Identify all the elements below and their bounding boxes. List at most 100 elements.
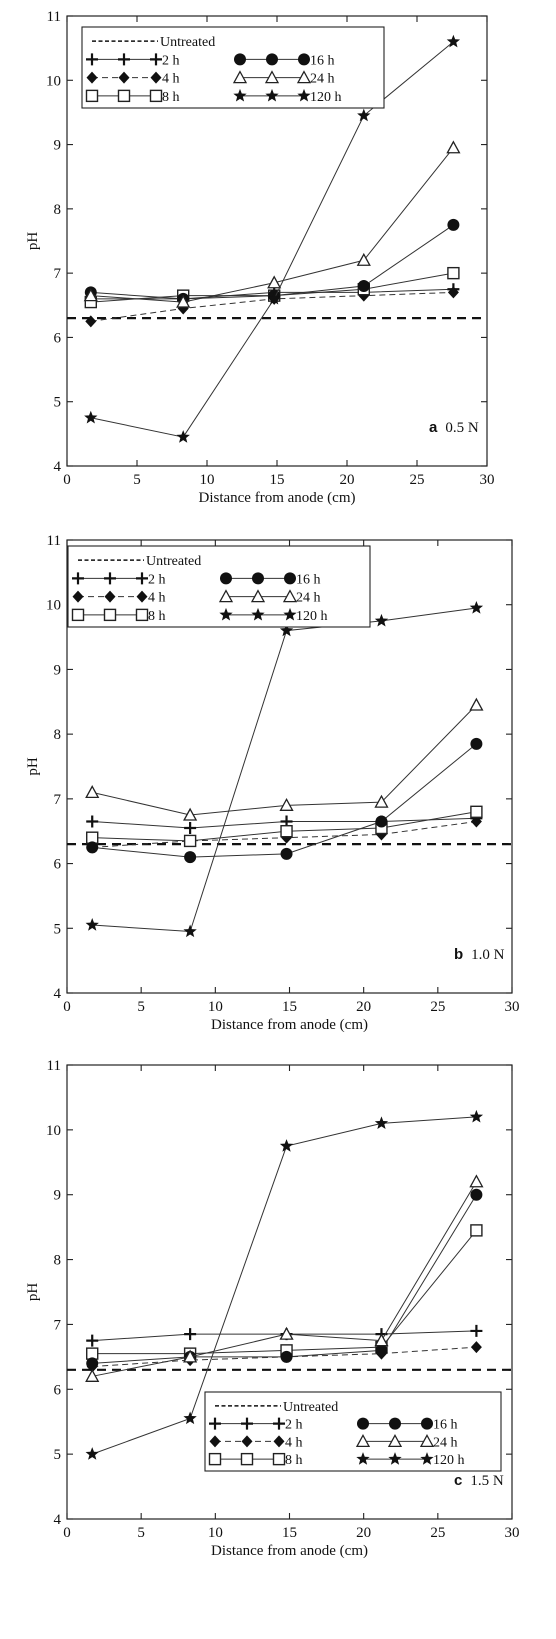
data-point [86,815,99,828]
x-axis-label: Distance from anode (cm) [211,1543,368,1559]
legend-marker [296,70,312,84]
data-point [279,1326,294,1340]
series-24h [83,140,461,308]
legend-label: 4 h [148,591,166,606]
series-line [92,607,477,933]
series-120h [85,1109,484,1460]
x-tick-label: 10 [208,999,223,1015]
legend-swatch [355,1434,435,1448]
legend-swatch [233,88,311,102]
legend-marker [234,53,246,66]
legend-marker [86,71,98,84]
data-point [374,794,389,808]
data-point [85,918,99,931]
data-point [469,697,484,711]
legend-untreated-label: Untreated [146,554,201,569]
legend-swatch [218,589,298,603]
x-tick-label: 25 [430,1525,445,1541]
legend-marker [419,1434,435,1448]
legend-marker [252,572,264,585]
data-point [184,1328,197,1341]
legend-marker [232,70,248,84]
legend-marker [357,1417,369,1430]
legend-marker [282,589,298,603]
y-axis-label: pH [25,757,41,776]
y-tick-label: 10 [46,1123,61,1139]
y-tick-label: 8 [54,727,62,743]
legend-swatch [220,572,296,585]
data-point [86,841,99,854]
legend-marker [266,53,278,66]
legend-marker [103,608,117,622]
legend-marker [250,589,266,603]
legend-swatch [86,71,162,84]
x-axis-label: Distance from anode (cm) [211,1017,368,1033]
legend-marker [241,1435,253,1448]
data-point [183,1349,198,1363]
x-tick-label: 0 [63,1525,71,1541]
data-point [184,821,197,834]
x-tick-label: 15 [270,472,285,488]
data-point [447,266,460,280]
legend-swatch [219,607,297,621]
legend-marker [265,88,279,102]
data-point [85,1368,100,1382]
x-tick-label: 30 [505,1525,520,1541]
legend-label: 4 h [285,1435,303,1450]
legend-marker [150,71,162,84]
y-tick-label: 6 [54,1382,62,1398]
legend-label: 4 h [162,72,180,87]
y-tick-label: 9 [54,1188,62,1204]
legend: Untreated 2 h 4 h 8 h 16 h 24 h 120 h [67,545,371,628]
legend-marker [356,1452,370,1465]
legend-marker [136,590,148,603]
panel-letter: b [454,946,463,963]
legend-swatch [232,70,312,84]
legend-label: 16 h [433,1418,458,1433]
data-point [267,275,282,289]
chart-panel-b: 0 5 10 15 20 25 30 4 5 6 7 8 9 10 11 Distance from anod… [25,533,520,1033]
series-24h [85,1174,484,1382]
data-point [446,34,461,48]
x-axis-label: Distance from anode (cm) [198,490,355,506]
y-tick-label: 4 [54,459,62,475]
legend-label: 8 h [148,609,166,624]
data-point [470,737,483,750]
y-tick-label: 8 [54,202,62,218]
x-tick-label: 20 [356,1525,371,1541]
data-point [267,291,281,305]
data-point [357,280,370,292]
legend-marker [233,88,247,102]
data-point [470,1188,483,1201]
panel-condition: 1.0 N [471,947,505,963]
x-tick-label: 30 [505,999,520,1015]
series-24h [85,697,484,821]
legend-label: 120 h [296,609,328,624]
y-tick-label: 11 [47,1058,61,1074]
legend-marker [388,1452,402,1465]
y-tick-label: 7 [54,1317,62,1333]
legend-marker [251,607,265,621]
legend-swatch [72,572,148,585]
legend-swatch [72,590,148,603]
series-16h [86,737,483,864]
legend-label: 8 h [162,90,180,105]
legend-label: 24 h [433,1435,458,1450]
panel-letter: a [429,419,438,436]
series-8h [86,805,483,848]
legend-swatch [234,53,310,66]
x-tick-label: 0 [63,472,71,488]
data-point [470,1324,483,1337]
data-point [183,1411,197,1425]
data-point [280,1350,293,1363]
x-tick-label: 20 [356,999,371,1015]
legend-swatch [209,1417,285,1430]
legend-label: 24 h [310,72,335,87]
y-tick-label: 10 [46,598,61,614]
panel-condition: 0.5 N [445,420,479,436]
y-tick-label: 5 [54,395,62,411]
series-120h [84,34,461,443]
y-tick-label: 11 [47,9,61,25]
panel-letter: c [454,1472,462,1489]
legend-marker [297,88,311,102]
